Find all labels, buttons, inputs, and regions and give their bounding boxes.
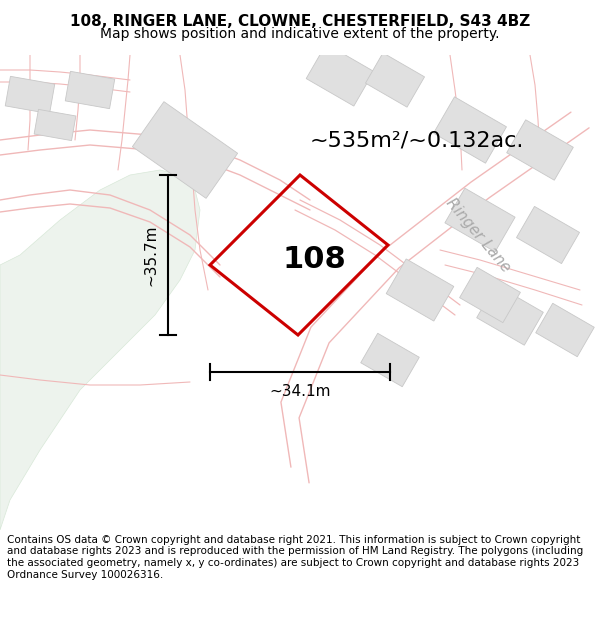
- Text: Map shows position and indicative extent of the property.: Map shows position and indicative extent…: [100, 28, 500, 41]
- Text: Ringer Lane: Ringer Lane: [443, 195, 513, 275]
- Polygon shape: [476, 285, 544, 345]
- Text: 108, RINGER LANE, CLOWNE, CHESTERFIELD, S43 4BZ: 108, RINGER LANE, CLOWNE, CHESTERFIELD, …: [70, 14, 530, 29]
- Polygon shape: [65, 71, 115, 109]
- Text: ~34.1m: ~34.1m: [269, 384, 331, 399]
- Text: ~35.7m: ~35.7m: [143, 224, 158, 286]
- Text: 108: 108: [282, 246, 346, 274]
- Polygon shape: [361, 333, 419, 387]
- Polygon shape: [5, 76, 55, 114]
- Polygon shape: [506, 120, 574, 180]
- Polygon shape: [34, 109, 76, 141]
- Polygon shape: [536, 303, 594, 357]
- Polygon shape: [133, 102, 238, 198]
- Polygon shape: [365, 53, 425, 107]
- Text: Contains OS data © Crown copyright and database right 2021. This information is : Contains OS data © Crown copyright and d…: [7, 535, 583, 579]
- Polygon shape: [0, 170, 200, 530]
- Polygon shape: [386, 259, 454, 321]
- Polygon shape: [306, 44, 374, 106]
- Polygon shape: [517, 206, 580, 264]
- Polygon shape: [445, 188, 515, 252]
- Polygon shape: [460, 268, 520, 322]
- Polygon shape: [434, 97, 506, 163]
- Text: ~535m²/~0.132ac.: ~535m²/~0.132ac.: [310, 130, 524, 150]
